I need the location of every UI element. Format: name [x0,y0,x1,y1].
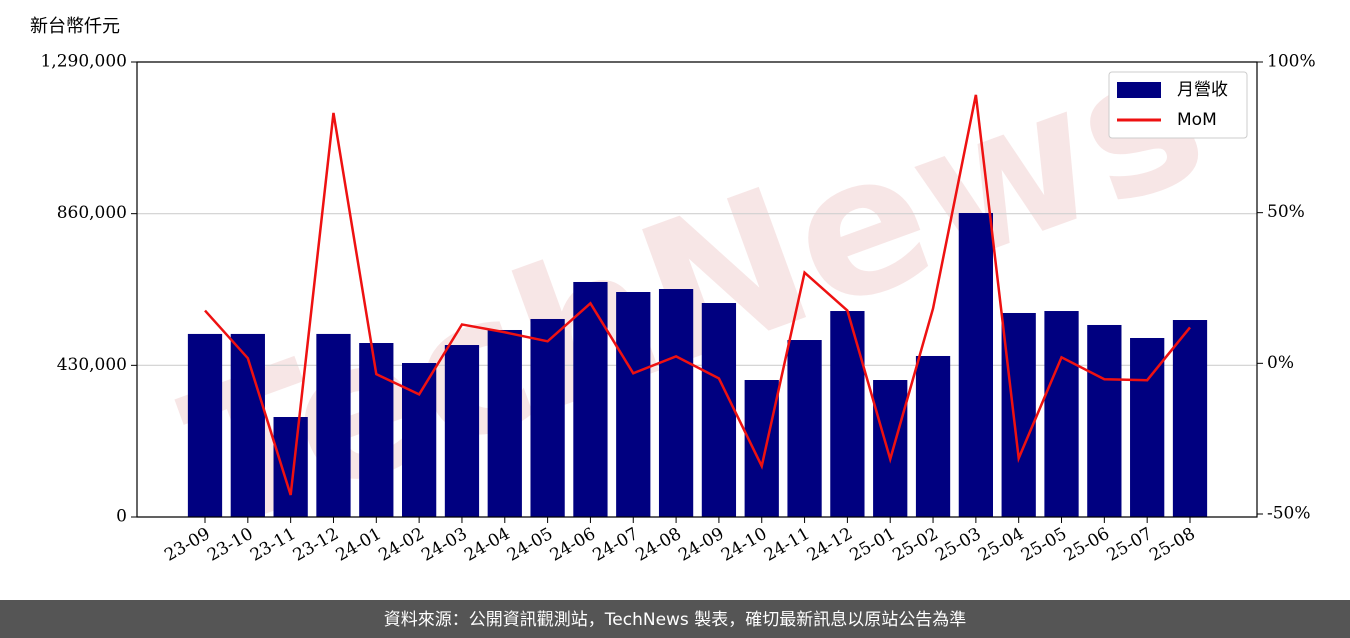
y2-tick-label: 50% [1267,202,1305,222]
x-tick-label: 24-08 [632,524,684,566]
bar [915,355,951,517]
x-tick-label: 25-02 [889,524,941,566]
y-tick-label: 860,000 [57,203,127,223]
x-tick-label: 24-11 [761,524,813,566]
bar [1001,312,1036,517]
x-tick-label: 24-10 [718,524,770,566]
x-tick-label: 25-05 [1018,524,1070,566]
bar [1087,324,1122,517]
bar [830,311,865,517]
footer-bar [0,600,1350,638]
bar [487,329,522,517]
legend-label: 月營收 [1177,80,1228,100]
x-tick-label: 24-07 [590,524,642,566]
y2-tick-label: 0% [1267,353,1294,373]
y2-tick-label: 100% [1267,52,1316,72]
x-tick-label: 25-04 [975,524,1027,566]
y-tick-label: 0 [116,507,127,527]
x-tick-label: 24-03 [418,524,470,566]
bar [1044,311,1079,517]
bar [187,333,223,517]
x-tick-label: 23-09 [161,524,213,566]
bar [744,380,779,517]
y-tick-label: 1,290,000 [40,52,127,72]
x-tick-label: 25-08 [1146,524,1198,566]
bar [444,345,480,517]
y2-tick-label: -50% [1267,503,1311,523]
legend-label: MoM [1177,110,1217,130]
legend-swatch [1117,82,1161,98]
line [204,94,1191,496]
bar [273,417,308,517]
bar [873,380,908,517]
bar [530,318,565,517]
plot-frame [136,61,1258,518]
footer: 資料來源：公開資訊觀測站，TechNews 製表，確切最新訊息以原站公告為準 [384,610,966,630]
bar [1172,320,1208,517]
bar [658,289,694,517]
x-tick-label: 25-01 [847,524,899,566]
bar [402,363,437,517]
bar [616,292,651,517]
bar [316,333,351,517]
bar [230,333,265,517]
bar [701,303,737,517]
y-axis-title: 新台幣仟元 [30,16,120,37]
bar [787,340,822,517]
x-tick-label: 24-06 [547,524,599,566]
bar [573,281,608,517]
bar [958,212,993,517]
x-tick-label: 24-05 [504,524,556,566]
x-tick-label: 25-03 [932,524,984,566]
x-tick-label: 24-02 [375,524,427,566]
x-tick-label: 24-12 [804,524,856,566]
x-tick-label: 25-07 [1103,524,1155,566]
y-tick-label: 430,000 [57,355,127,375]
x-tick-label: 25-06 [1061,524,1113,566]
x-tick-label: 24-04 [461,524,513,566]
x-tick-label: 24-09 [675,524,727,566]
